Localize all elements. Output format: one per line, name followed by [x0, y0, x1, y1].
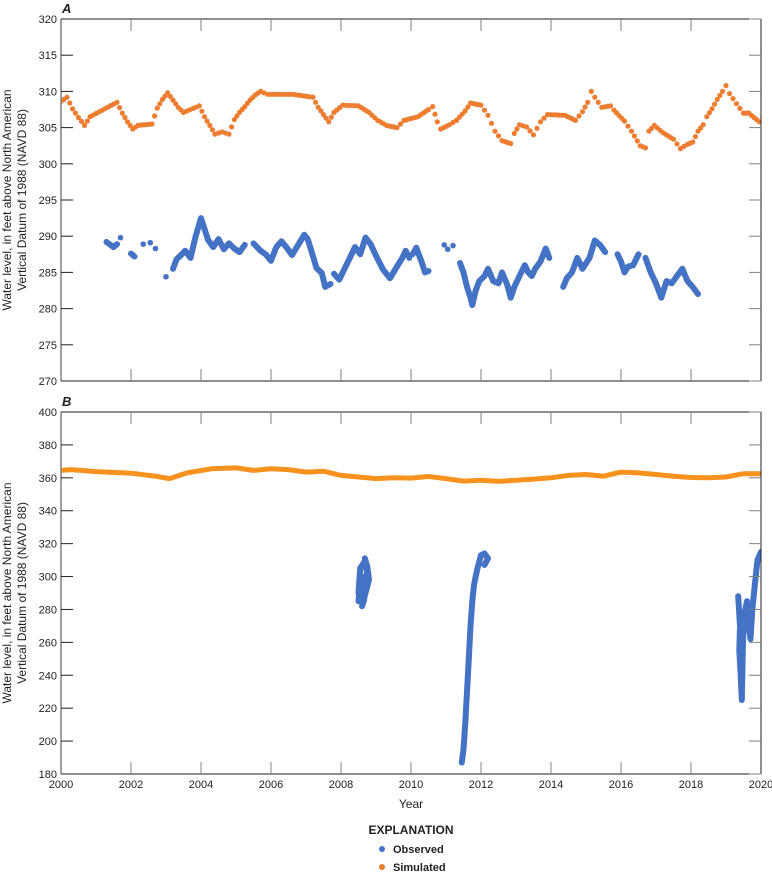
svg-text:Vertical Datum of 1988 (NAVD 8: Vertical Datum of 1988 (NAVD 88) — [15, 109, 29, 291]
svg-text:Water level, in feet above Nor: Water level, in feet above North America… — [0, 90, 14, 311]
y-tick-label: 290 — [39, 231, 57, 243]
panel-a: A 270 275 280 285 290 295 300 305 310 315 320 — [39, 1, 762, 388]
y-tick-label: 305 — [39, 123, 57, 135]
y-tick-label: 360 — [39, 473, 57, 485]
legend-simulated-label: Simulated — [393, 862, 446, 874]
y-tick-label: 240 — [39, 670, 57, 682]
x-tick-label: 2020 — [749, 779, 772, 791]
x-tick-label: 2016 — [609, 779, 633, 791]
y-axis-title-b: Water level, in feet above North America… — [0, 483, 29, 704]
y-tick-label: 340 — [39, 506, 57, 518]
panel-b: B 180 200 220 240 260 280 300 320 340 360 380 400 20… — [39, 394, 772, 791]
y-tick-label: 285 — [39, 267, 57, 279]
svg-text:Water level, in feet above Nor: Water level, in feet above North America… — [0, 483, 14, 704]
x-tick-label: 2000 — [49, 779, 73, 791]
observed-series — [355, 548, 761, 766]
y-tick-label: 200 — [39, 736, 57, 748]
y-tick-label: 400 — [39, 407, 57, 419]
legend-title: EXPLANATION — [368, 823, 453, 837]
x-tick-label: 2004 — [189, 779, 213, 791]
x-tick-label: 2006 — [259, 779, 283, 791]
simulated-series — [61, 465, 761, 484]
y-tick-label: 300 — [39, 572, 57, 584]
x-tick-label: 2010 — [399, 779, 423, 791]
panel-b-data — [61, 465, 761, 766]
x-tick-label: 2012 — [469, 779, 493, 791]
y-tick-label: 380 — [39, 440, 57, 452]
y-tick-label: 280 — [39, 304, 57, 316]
panel-a-label: A — [61, 1, 71, 16]
y-axis-title-a: Water level, in feet above North America… — [0, 90, 29, 311]
y-tick-label: 315 — [39, 50, 57, 62]
x-tick-label: 2014 — [539, 779, 563, 791]
y-tick-label: 260 — [39, 637, 57, 649]
legend: EXPLANATION Observed Simulated — [368, 823, 453, 874]
panel-b-label: B — [62, 394, 71, 409]
legend-observed-label: Observed — [393, 844, 444, 856]
x-tick-label: 2002 — [119, 779, 143, 791]
y-tick-label: 320 — [39, 539, 57, 551]
observed-series — [103, 215, 701, 308]
panel-a-axes: 270 275 280 285 290 295 300 305 310 315 320 — [39, 14, 762, 388]
y-tick-label: 280 — [39, 604, 57, 616]
y-tick-label: 310 — [39, 86, 57, 98]
y-tick-label: 295 — [39, 195, 57, 207]
panel-a-data — [61, 83, 761, 308]
y-tick-label: 275 — [39, 340, 57, 352]
panel-b-axes: 180 200 220 240 260 280 300 320 340 360 380 400 2000… — [39, 407, 772, 791]
y-tick-label: 270 — [39, 376, 57, 388]
legend-observed-marker — [379, 846, 385, 852]
y-tick-label: 300 — [39, 159, 57, 171]
svg-text:Vertical Datum of 1988 (NAVD 8: Vertical Datum of 1988 (NAVD 88) — [15, 502, 29, 684]
y-tick-label: 320 — [39, 14, 57, 26]
y-tick-label: 220 — [39, 703, 57, 715]
legend-simulated-marker — [379, 864, 385, 870]
x-tick-label: 2018 — [679, 779, 703, 791]
x-tick-label: 2008 — [329, 779, 353, 791]
y-tick-label: 180 — [39, 769, 57, 781]
simulated-series — [61, 83, 761, 152]
x-axis-title: Year — [399, 797, 423, 811]
